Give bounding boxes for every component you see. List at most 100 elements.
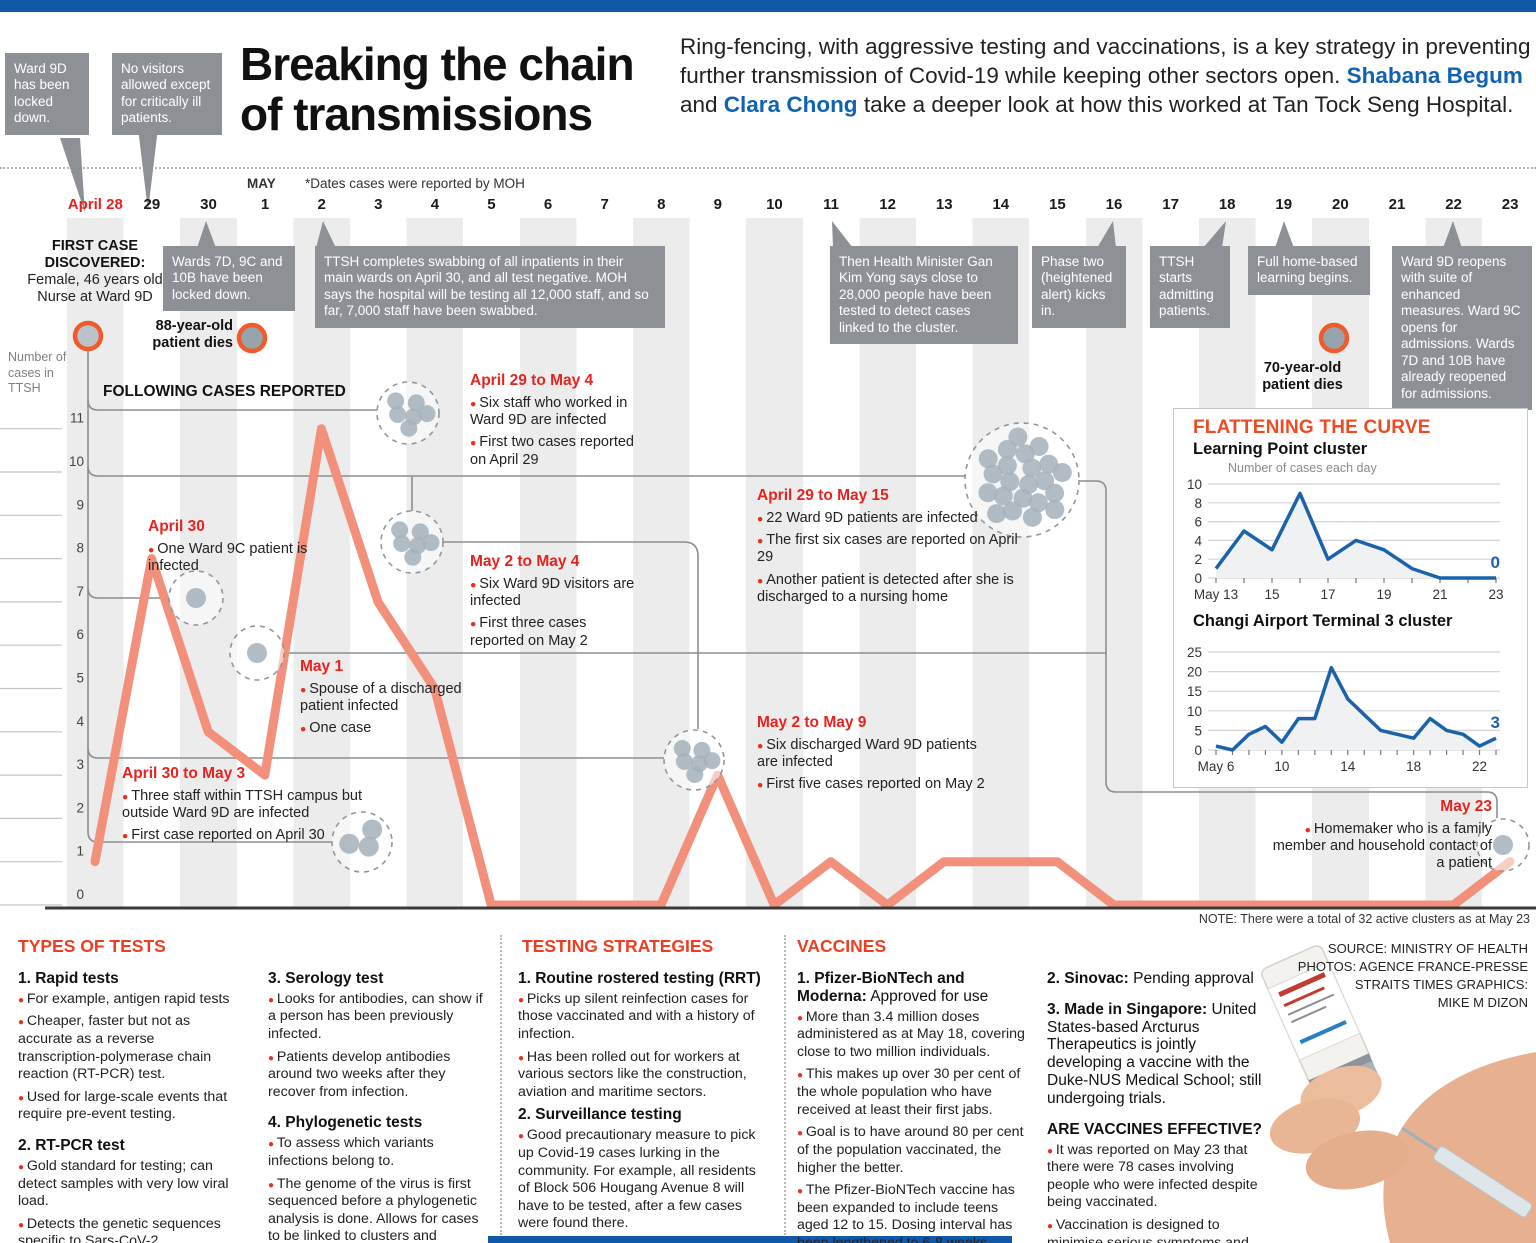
callout-text: Full home-based learning begins. — [1257, 254, 1358, 286]
vial-cap-rim — [1308, 1053, 1373, 1090]
item-title: 2. RT-PCR test — [18, 1137, 125, 1155]
timeline-date: 20 — [1332, 196, 1349, 213]
annotation-apr30-may3: April 30 to May 3 Three staff within TTS… — [122, 765, 398, 850]
callout-text: Ward 9D reopens with suite of enhanced m… — [1401, 254, 1521, 401]
section-bullet: Picks up silent reinfection cases for th… — [518, 991, 768, 1044]
dotted-divider — [0, 167, 1536, 169]
author-clara-chong: Clara Chong — [723, 91, 858, 117]
syringe-barrel — [1433, 1146, 1533, 1218]
timeline-date: 2 — [317, 196, 326, 213]
callout-ttsh-admitting: TTSH starts admitting patients. — [1150, 246, 1230, 328]
timeline-date: 30 — [200, 196, 217, 213]
hand-palm — [1383, 1052, 1536, 1243]
section-header: VACCINES — [797, 936, 887, 956]
annotation-bullet: First two cases reported on April 29 — [470, 434, 646, 469]
section-divider — [500, 935, 502, 1235]
first-case-title: FIRST CASE DISCOVERED: — [44, 238, 146, 272]
callout-home-learning: Full home-based learning begins. — [1248, 246, 1370, 295]
item-title: 3. Serology test — [268, 970, 384, 987]
vial-cap — [1312, 1061, 1380, 1105]
annotation-apr29-may4: April 29 to May 4 Six staff who worked i… — [470, 372, 646, 474]
first-case-label: FIRST CASE DISCOVERED: Female, 46 years … — [20, 238, 170, 306]
annotation-title: April 29 to May 15 — [757, 487, 889, 504]
callout-text: TTSH starts admitting patients. — [1159, 254, 1214, 319]
annotation-title: April 30 to May 3 — [122, 765, 246, 782]
timeline-date: 10 — [766, 196, 783, 213]
annotation-bullet: First five cases reported on May 2 — [757, 776, 999, 793]
annotation-title: May 1 — [300, 658, 344, 675]
vaccine-sinovac: 2. Sinovac: Pending approval — [1047, 970, 1272, 988]
timeline-date: 14 — [992, 196, 1010, 213]
moh-footnote: *Dates cases were reported by MOH — [305, 176, 525, 191]
annotation-bullet: One case — [300, 720, 466, 737]
annotation-bullet: One Ward 9C patient is infected — [148, 541, 308, 576]
timeline-date: 18 — [1218, 196, 1236, 213]
testing-strategies-section: TESTING STRATEGIES 1. Routine rostered t… — [518, 936, 768, 1238]
section-bullet: To assess which variants infections belo… — [268, 1135, 484, 1170]
section-bullet: Gold standard for testing; can detect sa… — [18, 1158, 240, 1211]
section-bullet: This makes up over 30 per cent of the wh… — [797, 1066, 1025, 1119]
bottom-brand-bar — [488, 1236, 1012, 1243]
timeline-date: April 28 — [67, 196, 123, 213]
credit-line: STRAITS TIMES GRAPHICS: — [1354, 976, 1528, 992]
callout-text: TTSH completes swabbing of all inpatient… — [324, 254, 649, 319]
item-title-bold: 2. Sinovac: — [1047, 970, 1129, 987]
title-line-2: of transmissions — [240, 87, 593, 140]
annotation-title: May 23 — [1440, 798, 1492, 815]
timeline-date: 16 — [1105, 196, 1123, 213]
section-bullet: Vaccination is designed to minimise seri… — [1047, 1217, 1272, 1243]
timeline-date: 11 — [823, 196, 839, 213]
syringe-needle — [1401, 1126, 1446, 1158]
credit-line: PHOTOS: AGENCE FRANCE-PRESSE — [1297, 958, 1528, 974]
flattening-curve-title: FLATTENING THE CURVE — [1193, 417, 1431, 438]
finger — [1269, 1098, 1361, 1154]
annotation-bullet: 22 Ward 9D patients are infected — [757, 510, 1031, 527]
callout-text: No visitors allowed except for criticall… — [121, 61, 211, 126]
annotation-bullet: First three cases reported on May 2 — [470, 615, 636, 650]
annotation-may1: May 1 Spouse of a discharged patient inf… — [300, 658, 466, 743]
tests-column-1: 1. Rapid tests For example, antigen rapi… — [18, 957, 240, 1243]
y-axis-title: Number of cases in TTSH — [8, 350, 67, 396]
section-bullet: Patients develop antibodies around two w… — [268, 1049, 484, 1102]
item-title-bold: 1. Pfizer-BioNTech and Moderna: — [797, 970, 965, 1005]
annotation-bullet: Six Ward 9D visitors are infected — [470, 576, 636, 611]
thumb — [1305, 1130, 1409, 1190]
annotation-apr30: April 30 One Ward 9C patient is infected — [148, 518, 308, 580]
vaccines-column-1: 1. Pfizer-BioNTech and Moderna: Approved… — [797, 957, 1025, 1243]
annotation-may2-may9: May 2 to May 9 Six discharged Ward 9D pa… — [757, 714, 999, 799]
death-88yo-label: 88-year-old patient dies — [152, 318, 233, 352]
section-header: TYPES OF TESTS — [18, 936, 166, 956]
annotation-bullet: The first six cases are reported on Apri… — [757, 532, 1031, 567]
timeline-date: 12 — [879, 196, 896, 213]
credit-line: SOURCE: MINISTRY OF HEALTH — [1327, 941, 1528, 956]
item-title-rest: Pending approval — [1128, 970, 1254, 987]
top-brand-bar — [0, 0, 1536, 12]
vaccine-pfizer-moderna: 1. Pfizer-BioNTech and Moderna: Approved… — [797, 970, 1025, 1006]
callout-phase-two: Phase two (heightened alert) kicks in. — [1032, 246, 1126, 328]
intro-text: take a deeper look at how this worked at… — [857, 91, 1514, 117]
annotation-bullet: Six discharged Ward 9D patients are infe… — [757, 737, 999, 772]
intro-text: and — [680, 91, 724, 117]
annotation-may2-may4: May 2 to May 4 Six Ward 9D visitors are … — [470, 553, 636, 655]
callout-text: Then Health Minister Gan Kim Yong says c… — [839, 254, 993, 335]
callout-text: Phase two (heightened alert) kicks in. — [1041, 254, 1113, 319]
item-title: 1. Routine rostered testing (RRT) — [518, 970, 761, 987]
vaccine-made-in-sg: 3. Made in Singapore: United States-base… — [1047, 1001, 1272, 1108]
annotation-bullet: Another patient is detected after she is… — [757, 572, 1031, 607]
section-bullet: Used for large-scale events that require… — [18, 1089, 240, 1124]
item-title: 4. Phylogenetic tests — [268, 1114, 423, 1132]
callout-gan-kim-yong: Then Health Minister Gan Kim Yong says c… — [830, 246, 1018, 345]
annotation-bullet: First case reported on April 30 — [122, 827, 398, 844]
timeline-date: 8 — [657, 196, 666, 213]
vaccines-column-2: 2. Sinovac: Pending approval 3. Made in … — [1047, 957, 1272, 1243]
item-title: 1. Rapid tests — [18, 970, 119, 987]
first-case-desc: Female, 46 years old — [27, 272, 163, 289]
section-bullet: The Pfizer-BioNTech vaccine has been exp… — [797, 1182, 1025, 1243]
callout-ward9d-reopens: Ward 9D reopens with suite of enhanced m… — [1392, 246, 1532, 411]
finger — [1300, 1065, 1382, 1119]
annotation-title: May 2 to May 9 — [757, 714, 867, 731]
section-bullet: Detects the genetic sequences specific t… — [18, 1216, 240, 1243]
credit-line: MIKE M DIZON — [1437, 994, 1528, 1010]
chart-subtitle: Number of cases each day — [1228, 461, 1377, 475]
timeline-date: 9 — [713, 196, 722, 213]
